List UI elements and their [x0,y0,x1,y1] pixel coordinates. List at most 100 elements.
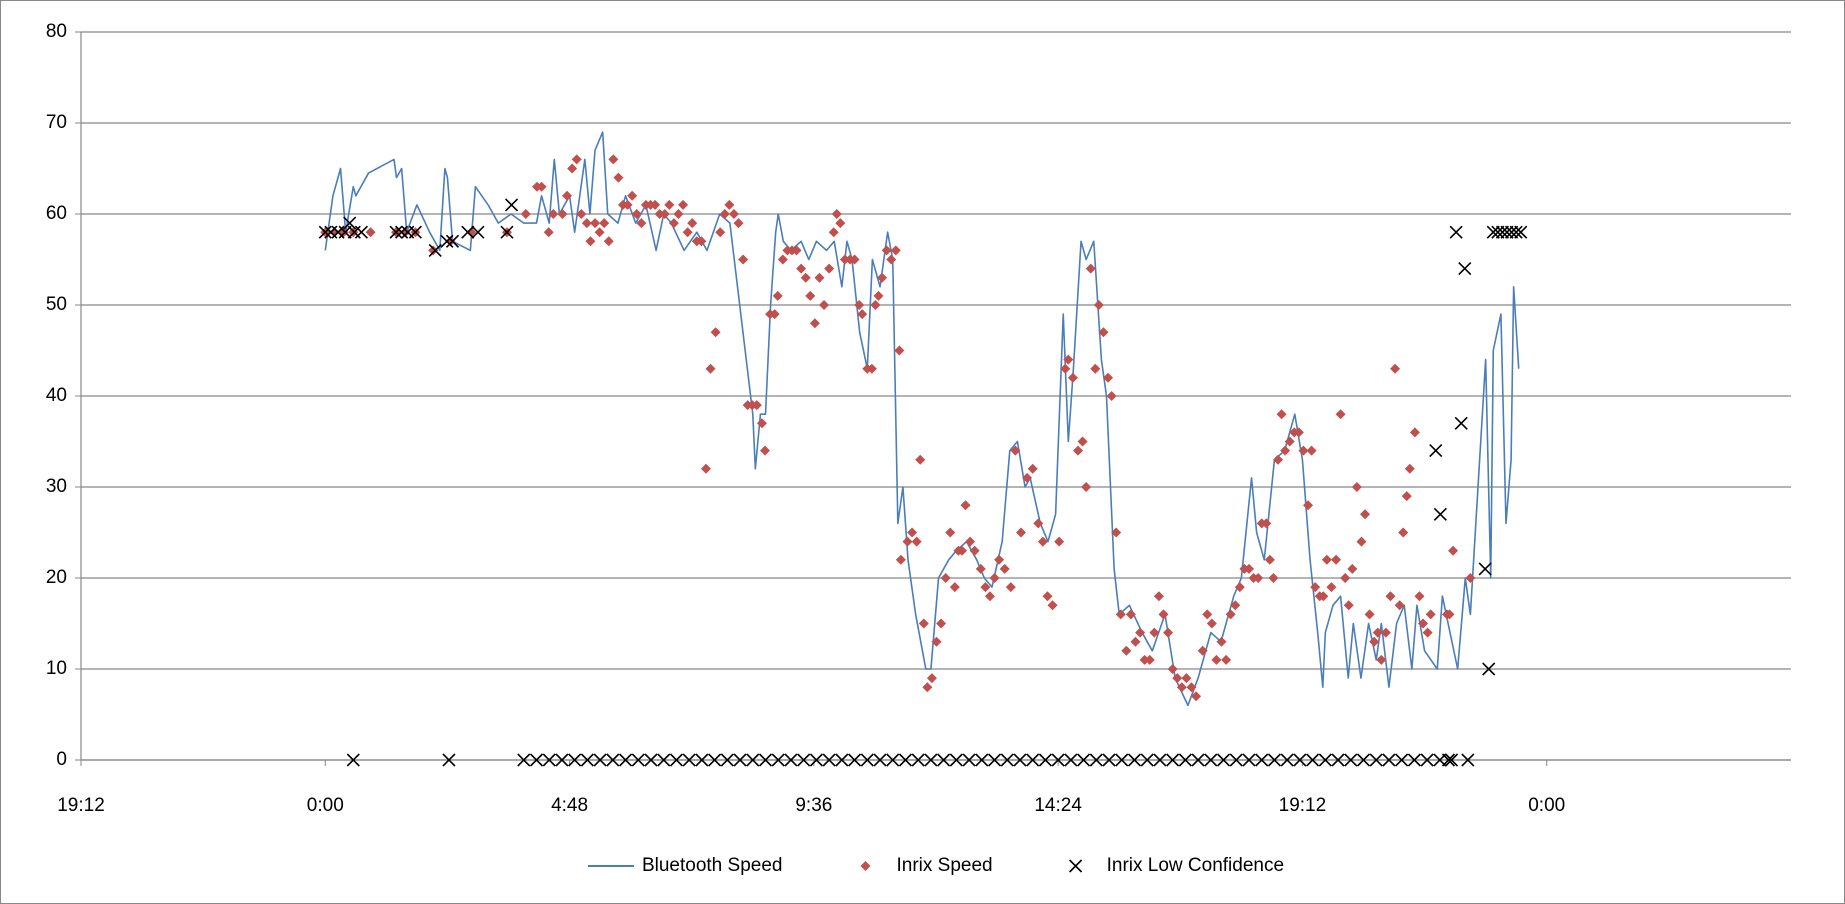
data-point [969,545,980,556]
data-point [687,218,698,229]
data-point [520,209,531,219]
data-point [603,236,614,247]
data-point [1390,363,1401,374]
data-point [555,753,569,767]
data-point [866,363,877,374]
data-point [1449,225,1463,239]
data-point [1197,645,1208,656]
data-point [1144,654,1155,665]
data-point [1500,225,1514,239]
data-point [354,225,368,239]
data-point [911,536,922,547]
data-point [1284,436,1295,447]
data-point [771,753,785,767]
data-point [756,418,767,429]
data-point [1033,518,1044,529]
data-point [797,753,811,767]
data-point [389,225,403,239]
data-point [769,309,780,320]
data-point [1178,753,1192,767]
data-point [975,563,986,574]
data-point [1505,225,1519,239]
data-point [346,753,360,767]
data-point [562,190,573,201]
x-tick-label: 9:36 [795,795,832,816]
y-tick-label: 70 [46,112,67,133]
data-point [1268,573,1279,583]
data-point [857,309,868,320]
data-point [746,753,760,767]
data-point [542,753,556,767]
data-point [1153,591,1164,602]
data-point [1130,636,1141,647]
data-point [668,218,679,229]
data-point [1098,327,1109,338]
data-point [1298,445,1309,456]
data-point [618,753,633,767]
data-point [1306,753,1320,767]
legend-label: Inrix Speed [896,855,992,876]
data-point [1158,609,1169,620]
series-line [324,131,1520,707]
data-point [1167,664,1178,674]
data-point [1115,609,1126,620]
data-point [1253,573,1264,583]
data-point [1027,463,1038,474]
data-point [1163,627,1174,638]
data-point [805,290,816,301]
data-point [1064,753,1078,767]
data-point [1264,554,1275,565]
data-point [1420,753,1434,767]
data-point [1343,600,1354,611]
data-point [1461,753,1475,767]
data-point [1081,482,1092,492]
x-tick-label: 19:12 [1279,795,1327,816]
data-point [1090,363,1101,374]
data-point [1398,527,1409,538]
data-point [678,199,689,210]
data-point [1458,262,1472,276]
data-point [1243,563,1254,574]
data-point [994,554,1005,565]
data-point [1369,636,1380,647]
data-point [881,245,892,256]
data-point [777,254,788,265]
data-point [1407,753,1421,767]
data-point [329,227,340,238]
data-point [1010,445,1021,456]
data-point [1135,627,1146,638]
legend-label: Inrix Low Confidence [1107,855,1284,876]
data-point [760,445,770,456]
data-point [907,527,918,538]
data-point [1106,391,1117,401]
data-point [1414,591,1425,602]
data-point [809,753,823,767]
data-point [1394,600,1405,611]
data-point [1206,618,1217,629]
data-point [1060,363,1071,374]
data-point [1013,753,1027,767]
data-point [1127,753,1142,767]
data-point [548,209,559,219]
data-point [1042,591,1053,602]
data-point [931,636,942,647]
data-point [1181,673,1192,684]
data-point [695,753,709,767]
data-point [926,673,937,684]
y-tick-label: 20 [46,567,67,588]
data-point [1486,225,1500,239]
data-point [705,363,716,374]
data-point [318,225,332,239]
data-point [1015,527,1026,538]
data-point [445,236,456,247]
data-point [839,254,850,265]
data-point [613,172,624,183]
data-point [1191,753,1205,767]
data-point [657,753,671,767]
data-point [733,218,744,229]
data-point [1077,753,1091,767]
data-point [673,209,684,219]
data-point [1255,753,1269,767]
data-point [1331,554,1342,565]
data-point [682,227,693,238]
